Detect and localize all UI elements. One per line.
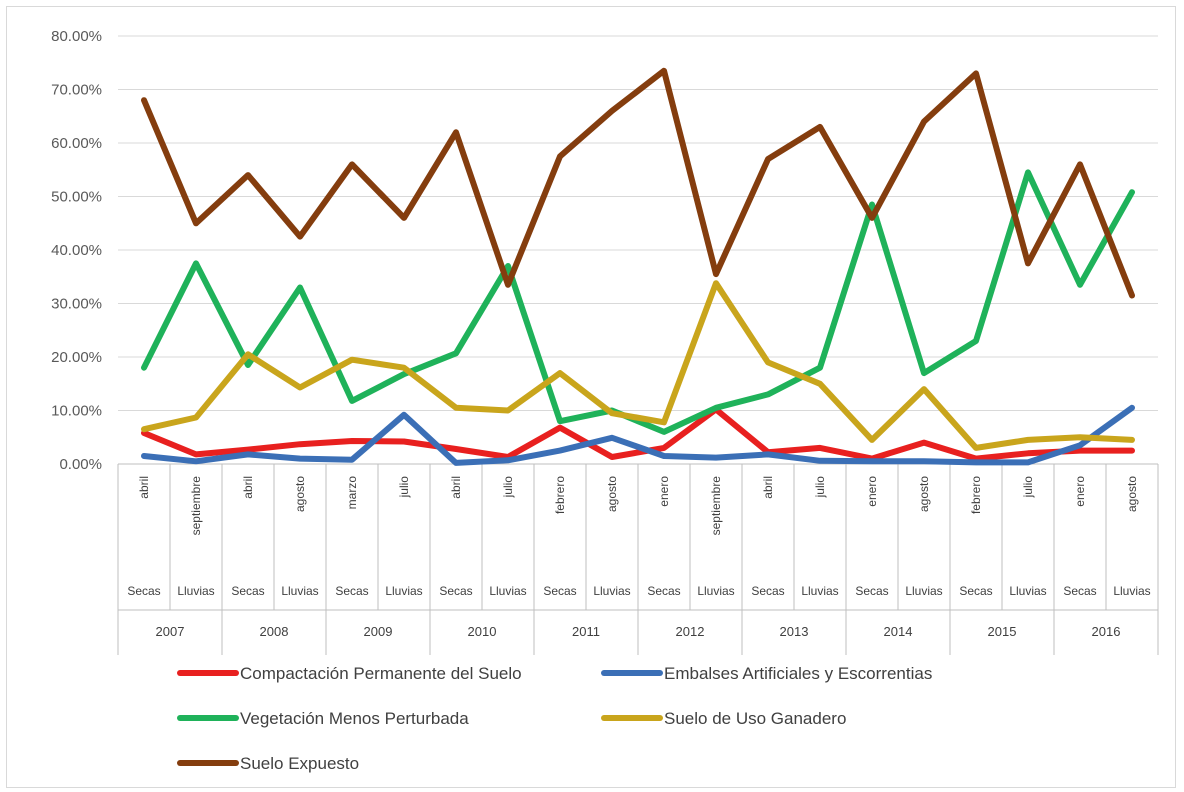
y-tick-label: 30.00% — [51, 296, 102, 313]
x-month-label: julio — [501, 476, 515, 499]
legend: Compactación Permanente del Suelo Embalse… — [177, 664, 932, 773]
x-season-label: Secas — [855, 584, 888, 598]
x-month-label: julio — [1021, 476, 1035, 499]
x-month-label: abril — [241, 476, 255, 499]
series-line-5 — [141, 67, 1135, 299]
y-tick-label: 0.00% — [59, 456, 102, 473]
x-year-label: 2013 — [780, 624, 809, 639]
series-lines — [141, 67, 1135, 466]
x-month-label: septiembre — [189, 476, 203, 536]
x-season-label: Lluvias — [593, 584, 630, 598]
x-season-label: Secas — [751, 584, 784, 598]
series-line-2 — [141, 404, 1135, 466]
x-month-label: enero — [1073, 476, 1087, 507]
x-year-label: 2007 — [156, 624, 185, 639]
x-season-label: Lluvias — [281, 584, 318, 598]
x-season-label: Lluvias — [801, 584, 838, 598]
x-season-label: Lluvias — [1009, 584, 1046, 598]
x-month-label: julio — [397, 476, 411, 499]
x-season-label: Lluvias — [905, 584, 942, 598]
x-year-label: 2010 — [468, 624, 497, 639]
x-month-label: julio — [813, 476, 827, 499]
x-month-label: enero — [865, 476, 879, 507]
gridlines — [118, 35, 1158, 411]
x-year-label: 2008 — [260, 624, 289, 639]
x-month-label: abril — [761, 476, 775, 499]
x-month-label: agosto — [1125, 476, 1139, 512]
x-year-label: 2014 — [884, 624, 913, 639]
x-year-label: 2015 — [988, 624, 1017, 639]
y-tick-label: 70.00% — [51, 82, 102, 99]
x-month-label: abril — [137, 476, 151, 499]
y-tick-label: 20.00% — [51, 349, 102, 366]
y-tick-label: 40.00% — [51, 242, 102, 259]
x-month-label: febrero — [969, 476, 983, 514]
x-season-label: Lluvias — [697, 584, 734, 598]
x-year-label: 2016 — [1092, 624, 1121, 639]
legend-label: Compactación Permanente del Suelo — [240, 664, 522, 683]
x-month-label: abril — [449, 476, 463, 499]
y-tick-label: 50.00% — [51, 189, 102, 206]
legend-label: Vegetación Menos Perturbada — [240, 709, 469, 728]
series-line-1 — [141, 406, 1135, 462]
x-season-label: Lluvias — [177, 584, 214, 598]
series-line-3 — [141, 169, 1135, 435]
x-season-label: Secas — [439, 584, 472, 598]
x-season-label: Secas — [127, 584, 160, 598]
x-month-label: septiembre — [709, 476, 723, 536]
x-month-label: enero — [657, 476, 671, 507]
x-axis-categories: abril Secas septiembre Lluvias abril Secas ago… — [117, 463, 1159, 655]
y-tick-label: 10.00% — [51, 403, 102, 420]
x-month-label: agosto — [605, 476, 619, 512]
x-season-label: Lluvias — [489, 584, 526, 598]
x-month-label: agosto — [917, 476, 931, 512]
x-month-label: agosto — [293, 476, 307, 512]
x-season-label: Lluvias — [385, 584, 422, 598]
legend-label: Embalses Artificiales y Escorrentias — [664, 664, 932, 683]
y-tick-label: 60.00% — [51, 135, 102, 152]
x-year-label: 2011 — [572, 624, 600, 639]
x-season-label: Lluvias — [1113, 584, 1150, 598]
x-month-label: marzo — [345, 476, 359, 510]
x-month-label: febrero — [553, 476, 567, 514]
y-axis-ticks: 0.00% 10.00% 20.00% 30.00% 40.00% 50.00% 60.00… — [51, 28, 102, 473]
y-tick-label: 80.00% — [51, 28, 102, 45]
x-season-label: Secas — [647, 584, 680, 598]
x-season-label: Secas — [543, 584, 576, 598]
series-line-4 — [141, 280, 1135, 451]
x-season-label: Secas — [231, 584, 264, 598]
x-season-label: Secas — [1063, 584, 1096, 598]
x-season-label: Secas — [959, 584, 992, 598]
x-year-label: 2012 — [676, 624, 705, 639]
x-year-label: 2009 — [364, 624, 393, 639]
x-season-label: Secas — [335, 584, 368, 598]
legend-label: Suelo de Uso Ganadero — [664, 709, 846, 728]
legend-label: Suelo Expuesto — [240, 754, 359, 773]
